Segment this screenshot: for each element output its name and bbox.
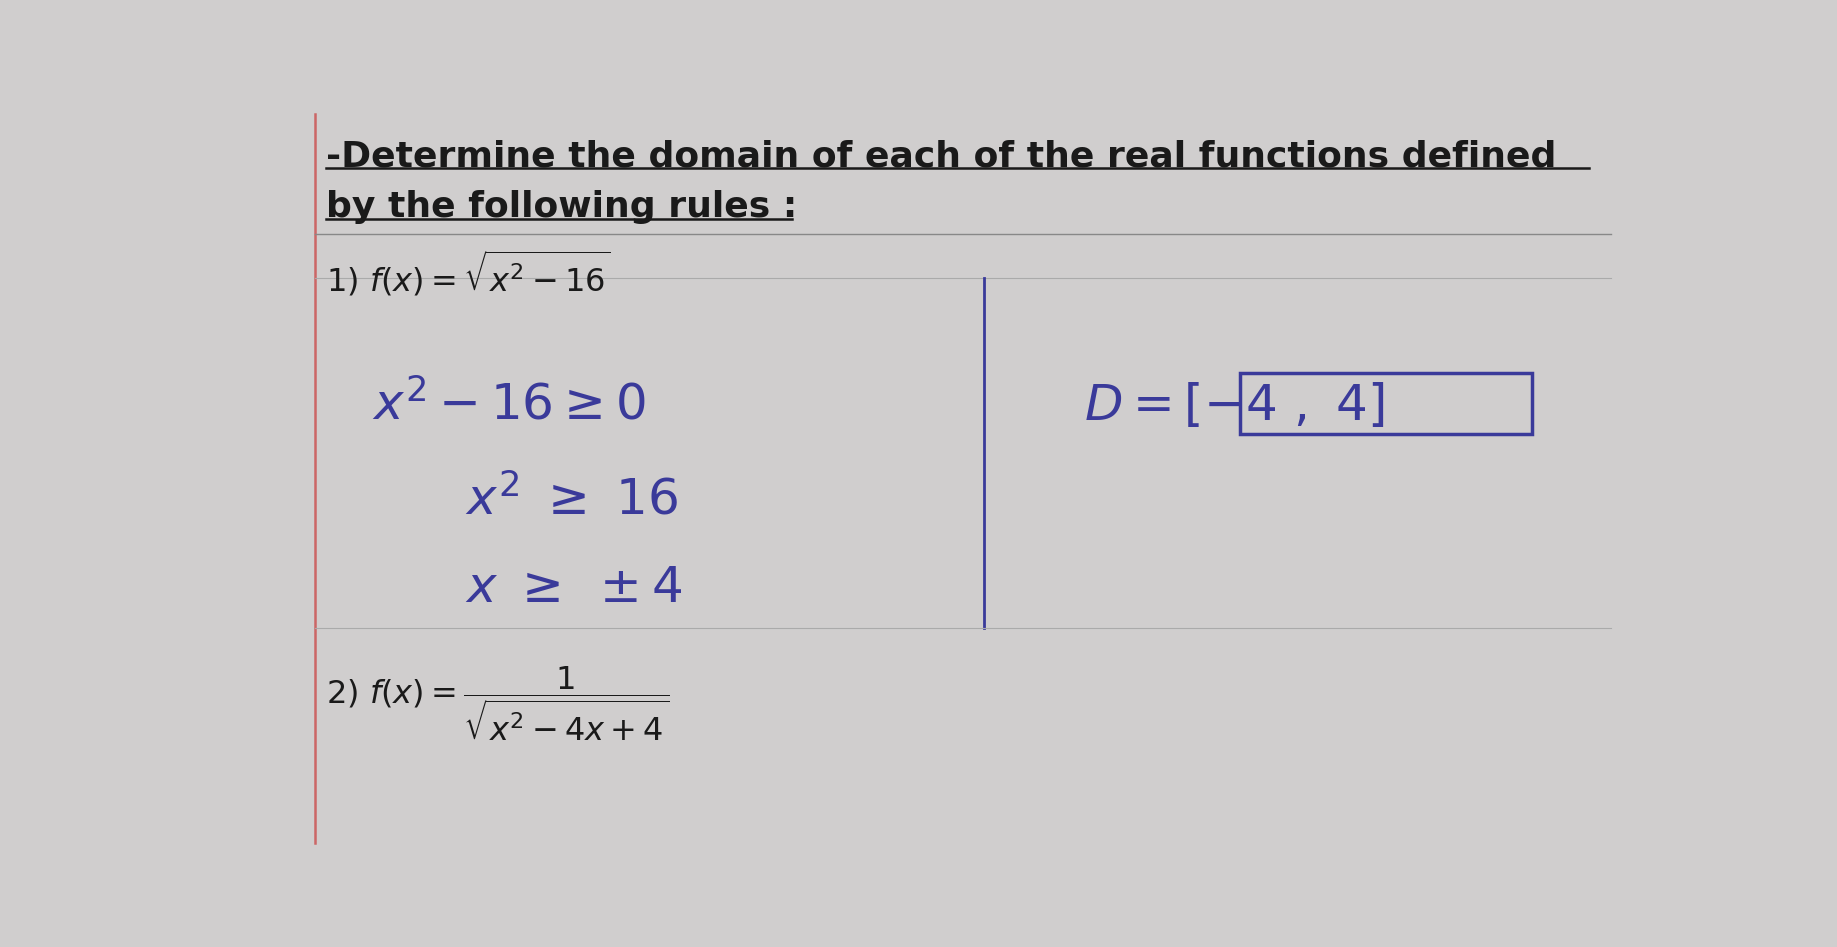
Text: 2) $f(x) = \dfrac{1}{\sqrt{x^2-4x+4}}$: 2) $f(x) = \dfrac{1}{\sqrt{x^2-4x+4}}$: [327, 664, 669, 742]
Text: $x^2\ \geq\ 16$: $x^2\ \geq\ 16$: [465, 475, 678, 525]
Text: $x\ \geq\ \pm4$: $x\ \geq\ \pm4$: [465, 563, 682, 612]
Text: 1) $f(x) = \sqrt{x^2 - 16}$: 1) $f(x) = \sqrt{x^2 - 16}$: [327, 248, 612, 298]
Text: $D=\left[-4\ ,\ 4\right]$: $D=\left[-4\ ,\ 4\right]$: [1084, 381, 1383, 430]
Text: $x^2-16\geq 0$: $x^2-16\geq 0$: [371, 381, 645, 430]
Text: by the following rules :: by the following rules :: [327, 190, 797, 224]
Text: -Determine the domain of each of the real functions defined: -Determine the domain of each of the rea…: [327, 139, 1556, 173]
